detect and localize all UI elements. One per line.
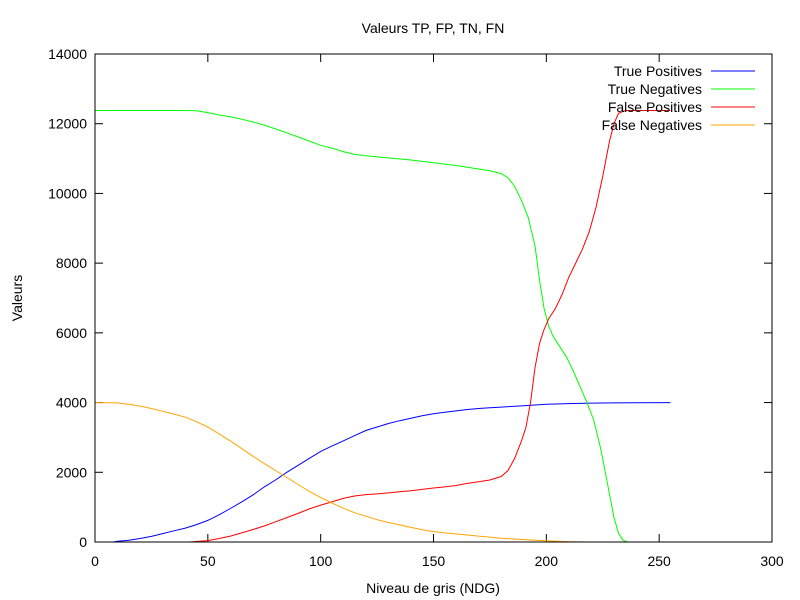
- y-tick-label: 10000: [48, 185, 87, 201]
- y-tick-label: 2000: [56, 464, 87, 480]
- plot-frame: [94, 53, 773, 543]
- legend-label: True Negatives: [608, 81, 702, 97]
- legend-label: False Positives: [608, 99, 702, 115]
- series-lines: [94, 110, 671, 543]
- x-tick-label: 100: [309, 553, 333, 569]
- x-tick-label: 300: [760, 553, 784, 569]
- y-axis-label: Valeurs: [9, 275, 25, 321]
- y-tick-label: 6000: [56, 325, 87, 341]
- chart-title: Valeurs TP, FP, TN, FN: [362, 20, 505, 36]
- y-tick-label: 0: [79, 534, 87, 550]
- series-line-false-negatives: [94, 402, 588, 543]
- y-tick-label: 4000: [56, 395, 87, 411]
- x-tick-label: 250: [647, 553, 671, 569]
- x-axis-label: Niveau de gris (NDG): [366, 580, 500, 596]
- series-line-false-positives: [189, 110, 671, 543]
- x-tick-label: 50: [200, 553, 216, 569]
- x-tick-label: 150: [422, 553, 446, 569]
- x-tick-label: 200: [535, 553, 559, 569]
- legend: True Positives True Negatives False Positi…: [602, 63, 755, 133]
- x-tick-label: 0: [91, 553, 99, 569]
- y-tick-label: 12000: [48, 116, 87, 132]
- y-tick-label: 14000: [48, 46, 87, 62]
- legend-label: True Positives: [614, 63, 702, 79]
- y-tick-label: 8000: [56, 255, 87, 271]
- axis-ticks: 0 50 100 150 200 250 300 0 2000 4000 6000 8000 10000…: [48, 46, 784, 569]
- series-line-true-negatives: [95, 110, 628, 543]
- legend-label: False Negatives: [602, 117, 702, 133]
- series-line-true-positives: [113, 402, 671, 543]
